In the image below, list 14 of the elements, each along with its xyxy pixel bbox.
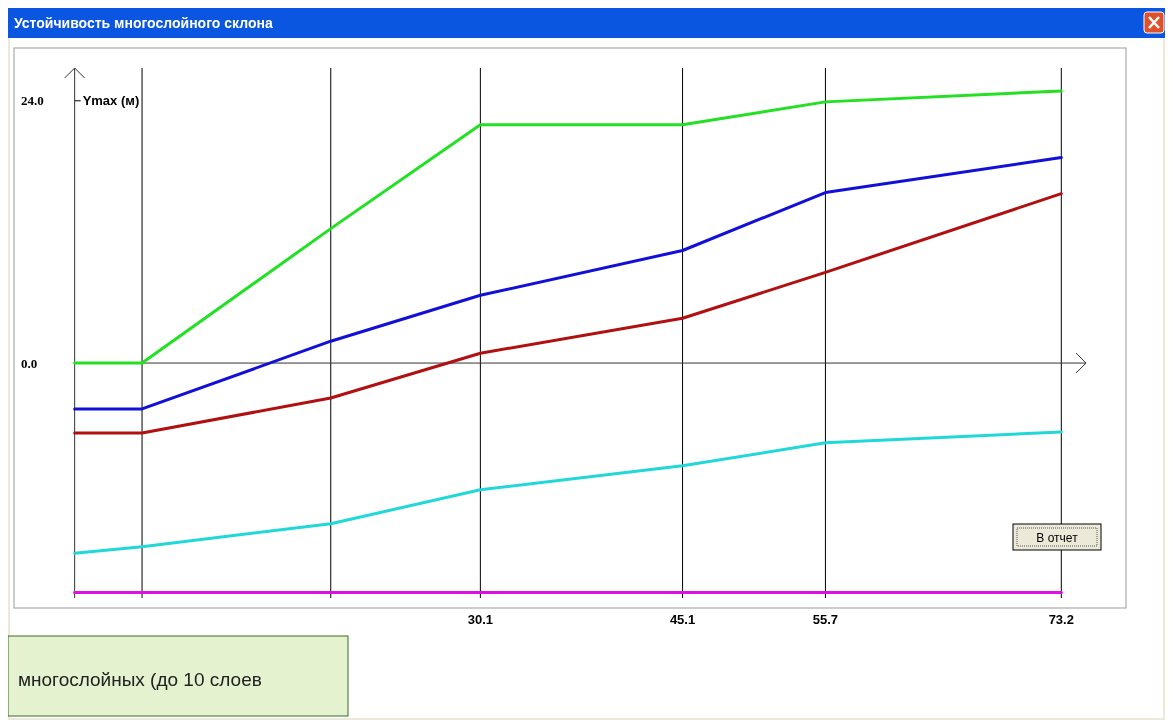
line-series: [73, 89, 1063, 365]
x-tick-label: 30.1: [467, 612, 494, 627]
report-button: В отчет: [1012, 523, 1102, 551]
y-tick-label: 0.0: [21, 355, 38, 371]
x-tick-label: 73.2: [1048, 612, 1074, 627]
text-box: многослойных (до 10 слоев: [8, 635, 349, 717]
x-tick-label: 55.7: [812, 612, 839, 627]
chart-title: Устойчивость многослойного склона: [14, 15, 273, 31]
annotation: В отчет: [1036, 531, 1079, 545]
y-tick-label: 24.0: [21, 93, 44, 109]
x-tick-label: 45.1: [669, 612, 696, 627]
y-axis-title: Ymax (м): [82, 93, 140, 109]
line-series: [73, 192, 1063, 435]
line-series: [73, 156, 1063, 411]
